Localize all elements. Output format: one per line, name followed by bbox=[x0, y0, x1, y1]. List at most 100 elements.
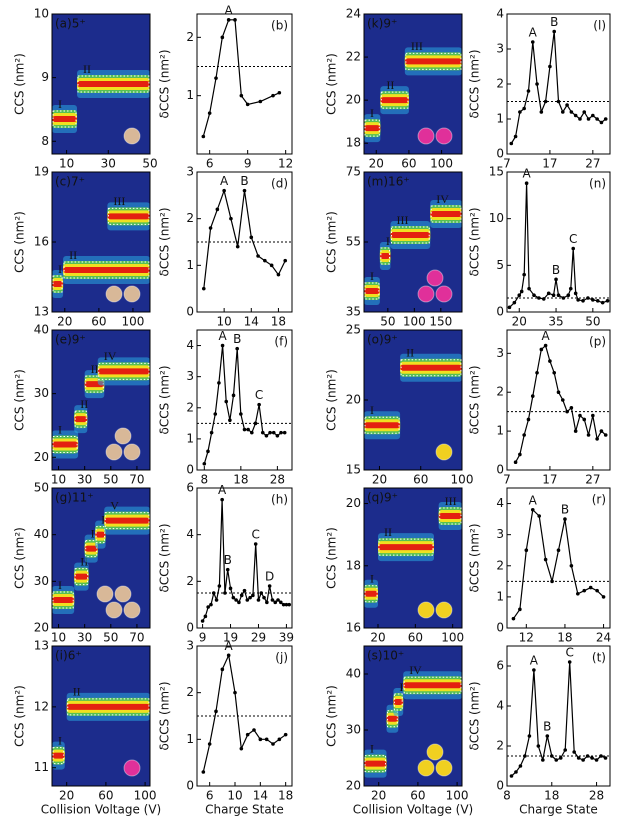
y-tick-label: 2 bbox=[186, 30, 194, 44]
x-tick-label: 18 bbox=[557, 631, 572, 645]
feature-box bbox=[52, 747, 65, 765]
feature-box bbox=[405, 52, 462, 70]
data-point bbox=[595, 299, 600, 303]
data-point bbox=[527, 286, 531, 291]
particle-icon bbox=[123, 285, 141, 303]
x-tick-label: 20 bbox=[371, 789, 386, 803]
data-point bbox=[603, 756, 608, 760]
y-tick-label: 0 bbox=[496, 305, 504, 319]
data-point bbox=[283, 258, 288, 263]
y-tick-label: 12 bbox=[34, 699, 49, 713]
particle-icon bbox=[96, 585, 114, 603]
heatmap: III bbox=[52, 646, 150, 786]
data-point bbox=[235, 244, 240, 249]
x-tick-label: 18 bbox=[271, 315, 286, 329]
data-point bbox=[522, 433, 526, 437]
y-tick-label: 18 bbox=[346, 558, 361, 572]
feature-band bbox=[74, 416, 88, 423]
data-point bbox=[537, 514, 541, 518]
peak-label: B bbox=[240, 174, 248, 188]
plot-frame bbox=[506, 171, 611, 313]
feature-box bbox=[98, 362, 150, 380]
y-tick-label: 3 bbox=[496, 42, 504, 56]
y-axis-title: CCS (nm²) bbox=[325, 53, 339, 115]
data-point bbox=[569, 405, 574, 410]
x-tick-label: 60 bbox=[98, 789, 113, 803]
feature-label: I bbox=[370, 741, 374, 755]
data-point bbox=[552, 29, 557, 34]
particle-icon bbox=[105, 601, 123, 619]
data-point bbox=[595, 437, 599, 441]
data-point bbox=[569, 110, 574, 114]
y-tick-label: 20 bbox=[346, 496, 361, 510]
feature-box bbox=[380, 247, 390, 265]
x-tick-label: 20 bbox=[372, 473, 387, 487]
particle-icon bbox=[123, 127, 141, 145]
data-point bbox=[532, 293, 536, 298]
x-tick-label: 6 bbox=[206, 789, 214, 803]
x-axis-title: Charge State bbox=[519, 803, 598, 816]
y-tick-label: 20 bbox=[346, 93, 361, 107]
x-tick-label: 10 bbox=[59, 157, 74, 171]
data-point bbox=[591, 413, 595, 418]
data-point bbox=[231, 595, 236, 600]
peak-label: B bbox=[543, 720, 551, 734]
feature-label: I bbox=[58, 733, 62, 747]
feature-band bbox=[97, 368, 150, 375]
feature-band bbox=[380, 97, 409, 104]
feature-box bbox=[52, 275, 63, 293]
data-point bbox=[541, 297, 546, 301]
data-point bbox=[277, 90, 282, 95]
y-tick-label: 15 bbox=[346, 463, 361, 477]
feature-box bbox=[387, 710, 398, 728]
feature-band bbox=[438, 513, 462, 519]
feature-box bbox=[364, 755, 387, 773]
data-point bbox=[264, 737, 269, 742]
y-tick-label: 2 bbox=[186, 685, 194, 699]
x-tick-label: 60 bbox=[413, 473, 428, 487]
x-tick-label: 20 bbox=[59, 789, 74, 803]
data-point bbox=[277, 737, 282, 742]
particle-icon bbox=[435, 759, 453, 777]
data-point bbox=[214, 709, 218, 714]
panel-label: (c)7⁺ bbox=[55, 175, 85, 189]
plot-frame bbox=[506, 487, 611, 629]
data-point bbox=[535, 82, 539, 86]
plot-frame bbox=[196, 329, 293, 471]
y-tick-label: 6 bbox=[186, 481, 194, 495]
y-tick-label: 10 bbox=[34, 7, 49, 21]
feature-label: IV bbox=[104, 349, 117, 363]
data-point bbox=[548, 359, 552, 363]
feature-box bbox=[52, 110, 77, 128]
data-point bbox=[234, 598, 238, 602]
feature-band bbox=[364, 288, 380, 294]
x-tick-label: 18 bbox=[544, 789, 559, 803]
y-axis-title: δCCS (nm²) bbox=[158, 682, 172, 751]
data-point bbox=[582, 110, 587, 114]
data-point bbox=[543, 99, 548, 104]
data-point bbox=[279, 600, 283, 605]
feature-label: IV bbox=[409, 663, 422, 677]
x-tick-label: 35 bbox=[548, 315, 563, 329]
panel-label: (e)9⁺ bbox=[55, 333, 86, 347]
x-tick-label: 100 bbox=[430, 157, 453, 171]
panel-label: (o)9⁺ bbox=[367, 333, 398, 347]
data-point bbox=[543, 557, 548, 562]
x-tick-label: 100 bbox=[446, 789, 469, 803]
peak-label: B bbox=[550, 15, 558, 29]
panel-label: (b) bbox=[271, 19, 288, 33]
data-point bbox=[215, 207, 220, 212]
x-tick-label: 12 bbox=[519, 631, 534, 645]
x-axis-title: Charge State bbox=[205, 803, 284, 816]
data-point bbox=[251, 593, 255, 598]
data-point bbox=[517, 293, 522, 298]
data-point bbox=[513, 134, 518, 139]
data-point bbox=[565, 103, 569, 107]
y-tick-label: 0 bbox=[186, 779, 194, 793]
peak-label: A bbox=[218, 329, 227, 343]
y-axis-title: δCCS (nm²) bbox=[468, 366, 482, 435]
